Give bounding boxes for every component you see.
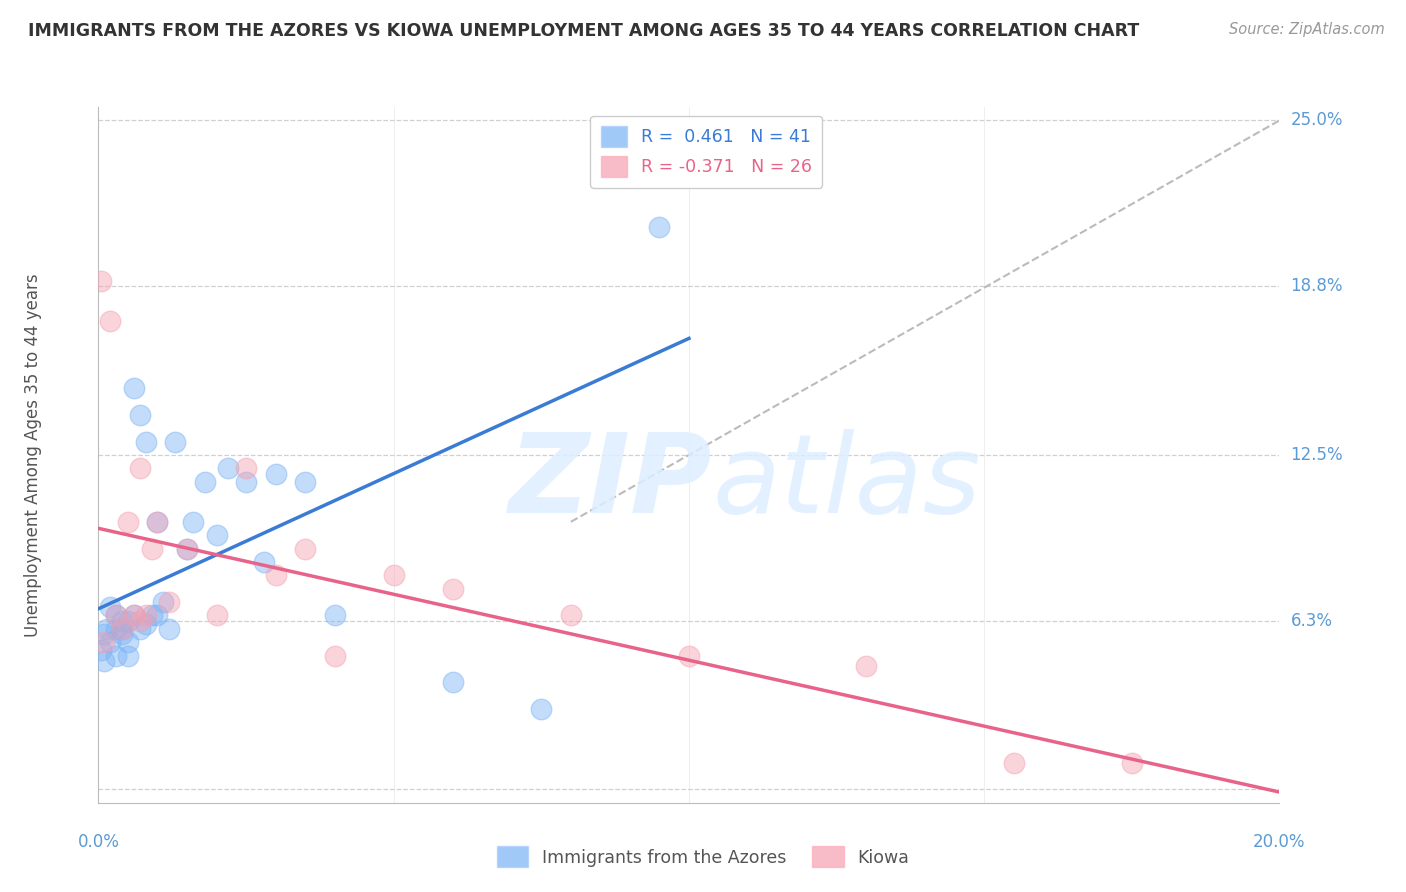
Point [105, 648, 128, 663]
Point [146, 515, 169, 529]
Point [98, 635, 121, 649]
Point [323, 648, 346, 663]
Point [648, 220, 671, 235]
Point [530, 702, 553, 716]
Point [128, 614, 150, 628]
Point [152, 595, 174, 609]
Point [141, 541, 163, 556]
Text: 20.0%: 20.0% [1253, 833, 1306, 851]
Point [194, 475, 217, 489]
Point [111, 622, 134, 636]
Point [205, 608, 228, 623]
Point [264, 467, 287, 481]
Text: Unemployment Among Ages 35 to 44 years: Unemployment Among Ages 35 to 44 years [24, 273, 42, 637]
Point [105, 608, 128, 623]
Point [128, 408, 150, 422]
Point [253, 555, 276, 569]
Point [205, 528, 228, 542]
Point [217, 461, 239, 475]
Point [176, 541, 198, 556]
Text: atlas: atlas [713, 429, 981, 536]
Point [105, 608, 128, 623]
Legend: Immigrants from the Azores, Kiowa: Immigrants from the Azores, Kiowa [489, 839, 917, 874]
Point [90, 274, 112, 288]
Point [294, 475, 316, 489]
Text: ZIP: ZIP [509, 429, 713, 536]
Point [678, 648, 700, 663]
Point [560, 608, 582, 623]
Point [135, 434, 157, 449]
Text: 12.5%: 12.5% [1291, 446, 1343, 464]
Point [117, 648, 139, 663]
Point [122, 608, 145, 623]
Text: 18.8%: 18.8% [1291, 277, 1343, 295]
Point [294, 541, 316, 556]
Point [146, 608, 169, 623]
Point [111, 622, 134, 636]
Text: Source: ZipAtlas.com: Source: ZipAtlas.com [1229, 22, 1385, 37]
Point [648, 140, 671, 154]
Point [323, 608, 346, 623]
Point [96, 622, 118, 636]
Point [235, 461, 257, 475]
Point [146, 515, 169, 529]
Text: 0.0%: 0.0% [77, 833, 120, 851]
Text: 25.0%: 25.0% [1291, 112, 1343, 129]
Point [135, 608, 157, 623]
Point [441, 675, 464, 690]
Point [176, 541, 198, 556]
Point [98, 600, 121, 615]
Point [165, 434, 187, 449]
Point [235, 475, 257, 489]
Point [111, 627, 134, 641]
Point [157, 622, 180, 636]
Point [90, 643, 112, 657]
Point [441, 582, 464, 596]
Point [105, 622, 128, 636]
Point [128, 461, 150, 475]
Point [157, 595, 180, 609]
Point [1002, 756, 1025, 770]
Point [141, 608, 163, 623]
Point [117, 614, 139, 628]
Point [122, 381, 145, 395]
Point [128, 622, 150, 636]
Text: 6.3%: 6.3% [1291, 612, 1333, 630]
Point [117, 515, 139, 529]
Point [135, 616, 157, 631]
Point [98, 314, 121, 328]
Point [122, 608, 145, 623]
Point [93, 627, 115, 641]
Point [93, 654, 115, 668]
Point [264, 568, 287, 582]
Point [111, 614, 134, 628]
Point [117, 635, 139, 649]
Point [1121, 756, 1143, 770]
Point [93, 635, 115, 649]
Legend: R =  0.461   N = 41, R = -0.371   N = 26: R = 0.461 N = 41, R = -0.371 N = 26 [591, 116, 823, 187]
Text: IMMIGRANTS FROM THE AZORES VS KIOWA UNEMPLOYMENT AMONG AGES 35 TO 44 YEARS CORRE: IMMIGRANTS FROM THE AZORES VS KIOWA UNEM… [28, 22, 1139, 40]
Point [181, 515, 204, 529]
Point [382, 568, 405, 582]
Point [855, 659, 877, 673]
